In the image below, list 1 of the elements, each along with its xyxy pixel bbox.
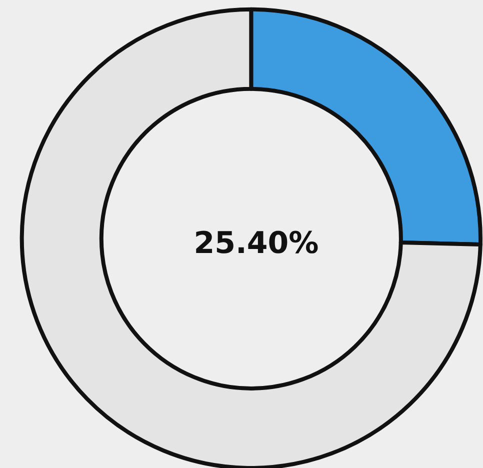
text: 25.40%: [194, 226, 319, 262]
